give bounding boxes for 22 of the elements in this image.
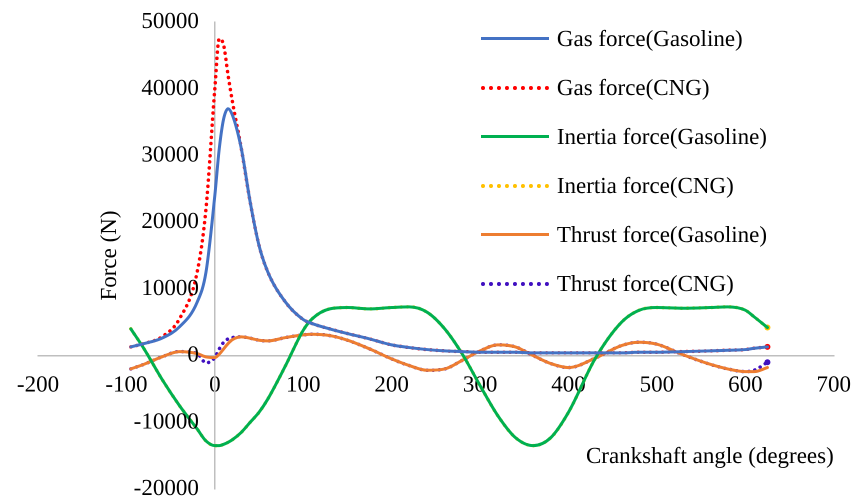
x-tick-label: 200 [374, 371, 409, 396]
x-tick-label: 100 [286, 371, 320, 396]
x-tick-label: 600 [728, 371, 763, 396]
legend-label: Thrust force(CNG) [556, 270, 734, 296]
legend-label: Inertia force(CNG) [556, 172, 734, 198]
y-tick-label: 50000 [141, 8, 199, 34]
legend-label: Gas force(CNG) [556, 74, 710, 100]
legend-label: Inertia force(Gasoline) [556, 124, 767, 150]
x-tick-label: 500 [640, 371, 674, 396]
legend-label: Thrust force(Gasoline) [556, 222, 767, 248]
x-tick-label: -100 [105, 371, 148, 396]
legend-label: Gas force(Gasoline) [556, 26, 743, 52]
y-tick-label: 10000 [141, 274, 199, 300]
y-axis-title: Force (N) [96, 210, 122, 301]
y-tick-label: 20000 [141, 208, 199, 234]
y-tick-label: 30000 [141, 141, 199, 166]
x-axis-title: Crankshaft angle (degrees) [586, 443, 834, 468]
y-tick-label: -20000 [134, 475, 199, 497]
x-tick-label: -200 [16, 371, 60, 396]
x-tick-label: 700 [816, 371, 851, 396]
y-tick-label: 40000 [141, 74, 199, 100]
x-tick-label: 0 [209, 371, 221, 396]
